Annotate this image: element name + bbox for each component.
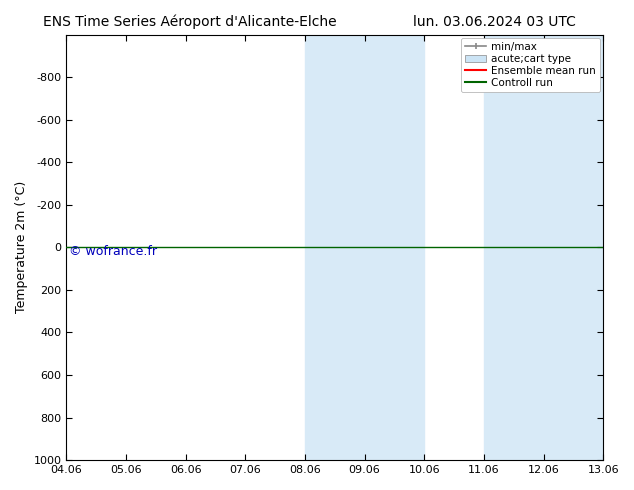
Text: ENS Time Series Aéroport d'Alicante-Elche: ENS Time Series Aéroport d'Alicante-Elch… [43, 15, 337, 29]
Legend: min/max, acute;cart type, Ensemble mean run, Controll run: min/max, acute;cart type, Ensemble mean … [461, 38, 600, 92]
Bar [484, 35, 543, 460]
Bar [543, 35, 603, 460]
Text: © wofrance.fr: © wofrance.fr [69, 245, 157, 258]
Bar [365, 35, 424, 460]
Y-axis label: Temperature 2m (°C): Temperature 2m (°C) [15, 181, 28, 314]
Text: lun. 03.06.2024 03 UTC: lun. 03.06.2024 03 UTC [413, 15, 576, 29]
Bar [305, 35, 365, 460]
